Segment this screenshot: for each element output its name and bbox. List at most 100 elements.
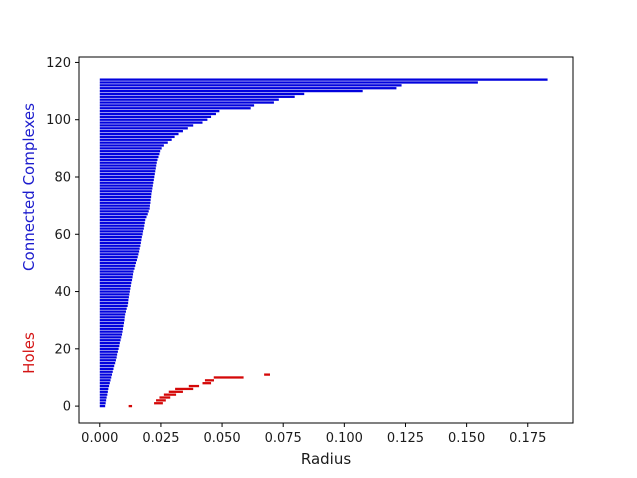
hole-bar [163, 393, 177, 396]
connected-complex-bar [99, 84, 402, 87]
connected-complex-bar [99, 319, 125, 322]
connected-complex-bar [99, 250, 140, 253]
connected-complex-bar [99, 89, 363, 93]
connected-complex-bar [99, 321, 124, 325]
connected-complex-bar [99, 167, 156, 170]
connected-complex-bar [99, 261, 136, 265]
connected-complex-bar [99, 253, 139, 256]
connected-complex-bar [99, 118, 208, 121]
connected-complex-bar [99, 187, 153, 190]
connected-complex-bar [99, 364, 115, 368]
hole-bar [156, 399, 166, 402]
connected-complex-bar [99, 258, 137, 262]
y-tick-label: 100 [46, 113, 71, 128]
connected-complex-bar [99, 195, 152, 199]
connected-complex-bar [99, 104, 255, 107]
x-tick-label: 0.050 [203, 431, 240, 446]
connected-complex-bar [99, 78, 548, 81]
connected-complex-bar [99, 404, 106, 408]
connected-complex-bar [99, 327, 124, 330]
connected-complex-bar [99, 344, 120, 348]
y-tick-label: 0 [63, 400, 71, 415]
y-tick-label: 20 [54, 342, 71, 357]
connected-complex-bar [99, 276, 133, 279]
y-axis-label-holes: Holes [20, 332, 38, 374]
connected-complex-bar [99, 207, 150, 210]
connected-complex-bar [99, 161, 157, 164]
connected-complex-bar [99, 184, 153, 187]
connected-complex-bar [99, 339, 121, 342]
connected-complex-bar [99, 238, 142, 242]
connected-complex-bar [99, 155, 159, 159]
connected-complex-bar [99, 112, 216, 116]
connected-complex-bar [99, 141, 168, 144]
connected-complex-bar [99, 336, 122, 339]
connected-complex-bar [99, 359, 116, 362]
connected-complex-bar [99, 152, 160, 156]
connected-complex-bar [99, 376, 112, 379]
connected-complex-bar [99, 367, 114, 371]
connected-complex-bar [99, 230, 144, 233]
connected-complex-bar [99, 87, 397, 90]
connected-complex-bar [99, 290, 130, 293]
connected-complex-bar [99, 92, 305, 96]
connected-complex-bar [99, 350, 118, 353]
connected-complex-bar [99, 132, 179, 136]
connected-complex-bar [99, 307, 127, 310]
connected-complex-bar [99, 224, 145, 227]
x-tick-label: 0.000 [81, 431, 118, 446]
hole-bar [188, 384, 200, 388]
x-tick-label: 0.125 [387, 431, 424, 446]
connected-complex-bar [99, 215, 147, 219]
connected-complex-bar [99, 130, 183, 133]
connected-complex-bar [99, 362, 116, 365]
connected-complex-bar [99, 235, 142, 239]
connected-complex-bar [99, 293, 130, 296]
connected-complex-bar [99, 399, 107, 402]
connected-complex-bar [99, 158, 158, 161]
x-tick-label: 0.075 [265, 431, 302, 446]
connected-complex-bar [99, 316, 125, 319]
connected-complex-bar [99, 227, 144, 230]
connected-complex-bar [99, 313, 126, 316]
connected-complex-bar [99, 333, 123, 336]
connected-complex-bar [99, 101, 274, 104]
connected-complex-bar [99, 221, 145, 224]
hole-bar [264, 373, 270, 376]
hole-bar [154, 402, 163, 405]
x-tick-label: 0.025 [142, 431, 179, 446]
connected-complex-bar [99, 144, 164, 147]
connected-complex-bar [99, 147, 162, 150]
connected-complex-bar [99, 124, 194, 127]
hole-bar [213, 376, 244, 379]
x-tick-label: 0.150 [448, 431, 485, 446]
plot-border [78, 56, 574, 424]
hole-bar [159, 396, 171, 399]
y-tick-label: 60 [54, 228, 71, 243]
connected-complex-bar [99, 204, 150, 207]
connected-complex-bar [99, 284, 131, 287]
connected-complex-bar [99, 304, 128, 308]
connected-complex-bar [99, 264, 136, 267]
connected-complex-bar [99, 150, 161, 153]
connected-complex-bar [99, 210, 149, 213]
connected-complex-bar [99, 373, 113, 376]
connected-complex-bar [99, 278, 133, 282]
connected-complex-bar [99, 164, 157, 167]
connected-complex-bar [99, 213, 148, 216]
connected-complex-bar [99, 341, 120, 345]
connected-complex-bar [99, 95, 295, 98]
connected-complex-bar [99, 270, 134, 273]
connected-complex-bar [99, 396, 107, 399]
connected-complex-bar [99, 218, 146, 222]
connected-complex-bar [99, 244, 141, 247]
y-axis-label-connected-complexes: Connected Complexes [20, 103, 38, 271]
connected-complex-bar [99, 138, 172, 141]
connected-complex-bar [99, 402, 106, 405]
connected-complex-bar [99, 121, 203, 124]
y-tick-label: 40 [54, 285, 71, 300]
connected-complex-bar [99, 181, 154, 184]
hole-bar [204, 379, 214, 382]
connected-complex-bar [99, 81, 478, 84]
